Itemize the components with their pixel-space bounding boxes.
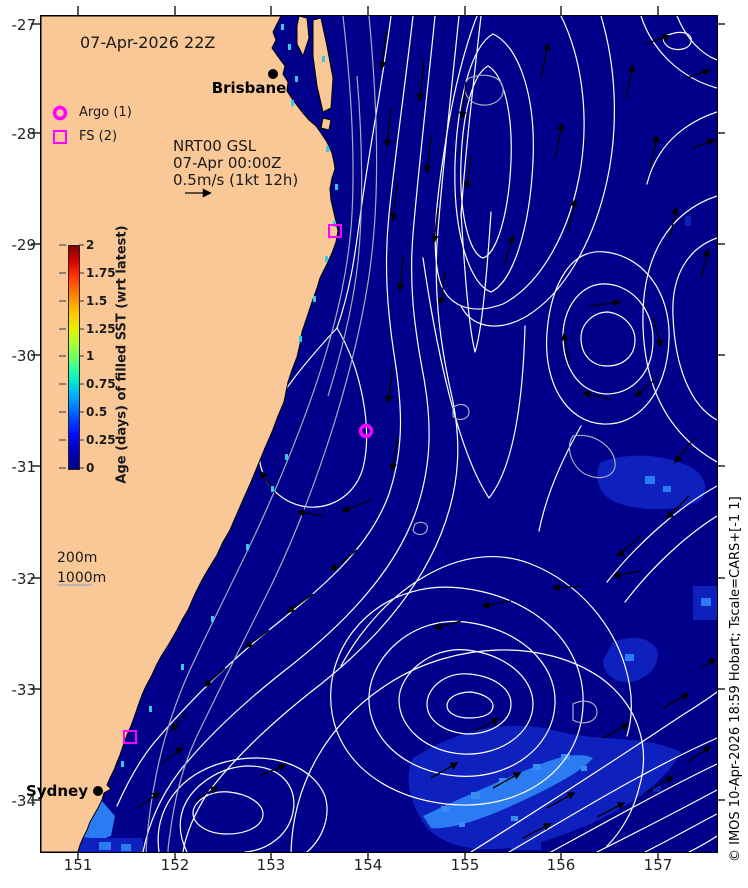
colorbar-tick-label: 1 bbox=[86, 349, 95, 363]
fs-legend-icon bbox=[53, 130, 67, 144]
colorbar-tick-label: 1.75 bbox=[86, 266, 116, 280]
fs-marker bbox=[123, 730, 137, 744]
y-tick-label: -28 bbox=[11, 125, 37, 143]
y-tick-label: -27 bbox=[11, 16, 37, 34]
current-vector-arrows bbox=[136, 29, 717, 839]
city-dots bbox=[93, 69, 278, 796]
sst-age-patches bbox=[77, 216, 717, 852]
colorbar-axis-label: Age (days) of filled SST (wrt latest) bbox=[114, 225, 130, 484]
x-tick-label: 151 bbox=[63, 856, 93, 874]
colorbar-tick-label: 2 bbox=[86, 238, 95, 252]
colorbar-tick-label: 0.75 bbox=[86, 377, 116, 391]
colorbar-tick-label: 1.5 bbox=[86, 294, 108, 308]
argo-float-marker bbox=[358, 423, 374, 439]
ssh-contour-lines bbox=[116, 16, 717, 852]
depth-label-200m: 200m bbox=[57, 550, 98, 566]
model-valid-time: 07-Apr 00:00Z bbox=[173, 154, 282, 172]
bathymetry-lines bbox=[145, 16, 616, 852]
legend-fs-label: FS (2) bbox=[79, 129, 118, 144]
fs-marker bbox=[328, 224, 342, 238]
map-title: 07-Apr-2026 22Z bbox=[80, 33, 216, 52]
brisbane-label: Brisbane bbox=[211, 79, 287, 97]
y-tick-label: -33 bbox=[11, 681, 37, 699]
island bbox=[320, 117, 332, 131]
x-tick-label: 157 bbox=[643, 856, 673, 874]
map-panel bbox=[40, 15, 718, 853]
y-tick-label: -32 bbox=[11, 570, 37, 588]
x-tick-label: 155 bbox=[450, 856, 480, 874]
x-tick-label: 156 bbox=[546, 856, 576, 874]
x-tick-label: 154 bbox=[353, 856, 383, 874]
y-tick-label: -31 bbox=[11, 458, 37, 476]
y-tick-label: -34 bbox=[11, 792, 37, 810]
colorbar-tick-label: 0 bbox=[86, 461, 95, 475]
y-tick-label: -29 bbox=[11, 236, 37, 254]
legend-marker-glyphs bbox=[52, 105, 68, 144]
y-tick-label: -30 bbox=[11, 347, 37, 365]
map-canvas bbox=[41, 16, 717, 852]
brisbane-dot bbox=[268, 69, 278, 79]
legend-argo-label: Argo (1) bbox=[79, 105, 132, 120]
sydney-dot bbox=[93, 786, 103, 796]
land-mass bbox=[41, 16, 339, 852]
island bbox=[312, 17, 334, 113]
model-annotation: NRT00 GSL 07-Apr 00:00Z 0.5m/s (1kt 12h) bbox=[173, 138, 298, 189]
depth-label-1000m: 1000m bbox=[57, 570, 107, 586]
colorbar-tick-label: 1.25 bbox=[86, 322, 116, 336]
vector-scale-label: 0.5m/s (1kt 12h) bbox=[173, 171, 299, 189]
sydney-label: Sydney bbox=[26, 782, 88, 800]
x-tick-label: 152 bbox=[160, 856, 190, 874]
x-tick-label: 153 bbox=[256, 856, 286, 874]
colorbar bbox=[68, 245, 80, 470]
colorbar-tick-label: 0.5 bbox=[86, 405, 108, 419]
model-name: NRT00 GSL bbox=[173, 137, 257, 155]
observation-markers bbox=[123, 224, 374, 744]
island bbox=[296, 16, 310, 58]
argo-legend-icon bbox=[52, 105, 68, 121]
colorbar-tick-label: 0.25 bbox=[86, 433, 116, 447]
credit-text: © IMOS 10-Apr-2026 18:59 Hobart; Tscale=… bbox=[728, 496, 743, 862]
